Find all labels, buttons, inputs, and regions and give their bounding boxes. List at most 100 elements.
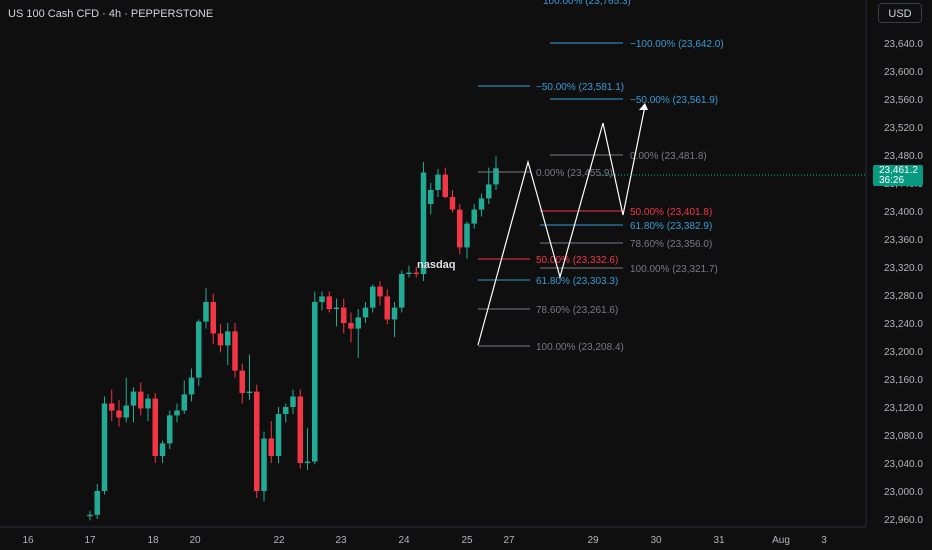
y-tick-label: 22,960.0 [884,515,923,526]
candle-body [246,391,253,393]
candle-body [355,317,361,329]
x-tick-label: 25 [461,535,473,546]
candle-body [152,398,158,456]
candle-body [181,394,187,411]
candle-body [159,443,166,456]
candle-body [203,302,209,322]
y-tick-label: 23,040.0 [884,459,923,470]
x-tick-label: Aug [772,535,790,546]
y-tick-label: 23,240.0 [884,319,923,330]
candle-body [196,321,202,378]
projection-arrowhead [639,103,648,110]
candle-body [101,403,108,491]
candle-body [210,302,216,334]
candle-body [413,272,419,274]
candle-body [297,396,303,463]
y-tick-label: 23,280.0 [884,291,923,302]
last-price-tag: 23,461.2 36:26 [873,165,923,186]
fib-level-label: −100.00% (23,642.0) [630,39,724,50]
x-tick-label: 30 [650,535,662,546]
candle-body [116,410,122,418]
x-tick-label: 23 [335,535,347,546]
chart-title: US 100 Cash CFD · 4h · PEPPERSTONE [8,8,214,20]
fib-level-label: 0.00% (23,455.9) [536,168,613,179]
y-tick-label: 23,560.0 [884,95,923,106]
candle-body [478,198,485,210]
candle-body [406,272,412,274]
candle-body [333,307,340,309]
y-tick-label: 23,120.0 [884,403,923,414]
candle-body [87,514,93,517]
candle-body [341,307,347,323]
y-tick-label: 23,000.0 [884,487,923,498]
candle-body [123,405,129,418]
candle-body [94,491,100,515]
candle-body [486,184,492,199]
candle-body [304,461,311,463]
y-tick-label: 23,320.0 [884,263,923,274]
fib-level-label: 50.00% (23,332.6) [536,255,618,266]
candle-body [232,331,238,371]
x-tick-label: 22 [273,535,285,546]
currency-button[interactable]: USD [878,3,922,23]
y-tick-label: 23,400.0 [884,207,923,218]
fib-level-label: 100.00% (23,208.4) [536,342,624,353]
fib-level-label: 78.60% (23,261.6) [536,305,618,316]
candle-body [145,398,151,409]
candle-body [109,403,115,411]
candle-body [275,414,282,456]
candle-body [326,296,332,309]
candle-body [348,323,354,329]
x-tick-label: 17 [84,535,96,546]
x-tick-label: 20 [189,535,201,546]
candle-body [399,274,405,308]
fib-level-label: 0.00% (23,481.8) [630,151,707,162]
candle-body [174,410,180,416]
fib-level-label: 100.00% (23,321.7) [630,264,718,275]
candle-body [420,172,427,274]
y-tick-label: 23,080.0 [884,431,923,442]
candle-body [239,370,245,393]
x-tick-label: 18 [147,535,159,546]
candle-body [167,415,173,444]
candle-body [370,286,376,308]
candle-body [283,407,289,414]
y-tick-label: 23,640.0 [884,39,923,50]
x-tick-label: 31 [713,535,725,546]
candle-body [188,377,195,395]
last-price-value: 23,461.2 [879,165,918,176]
x-tick-label: 24 [398,535,410,546]
candle-body [268,438,274,456]
y-tick-label: 23,600.0 [884,67,923,78]
projection-path [477,105,646,346]
candle-body [290,396,296,407]
candle-body [254,391,260,491]
y-tick-label: 23,480.0 [884,151,923,162]
bar-countdown: 36:26 [879,175,905,186]
fib-level-label: 61.80% (23,382.9) [630,221,712,232]
candle-body [471,209,477,224]
x-tick-label: 16 [22,535,34,546]
candle-body [384,296,390,320]
candle-body [428,190,434,204]
candle-body [138,391,144,409]
x-tick-label: 3 [821,535,827,546]
x-tick-label: 27 [503,535,515,546]
candle-body [457,209,463,248]
candle-body [449,197,456,210]
candle-body [217,333,224,346]
candle-body [442,174,448,197]
fib-level-label: 61.80% (23,303.3) [536,276,618,287]
candle-body [319,296,325,302]
y-tick-label: 23,520.0 [884,123,923,134]
y-tick-label: 23,200.0 [884,347,923,358]
fib-level-label: −50.00% (23,561.9) [630,95,718,106]
candle-body [362,307,369,318]
candle-body [391,307,398,320]
candle-body [493,168,499,185]
fib-level-label: −50.00% (23,581.1) [536,82,624,93]
fib-level-label: 100.00% (23,765.3) [543,0,631,7]
fib-level-label: 50.00% (23,401.8) [630,207,712,218]
candle-body [377,286,383,297]
